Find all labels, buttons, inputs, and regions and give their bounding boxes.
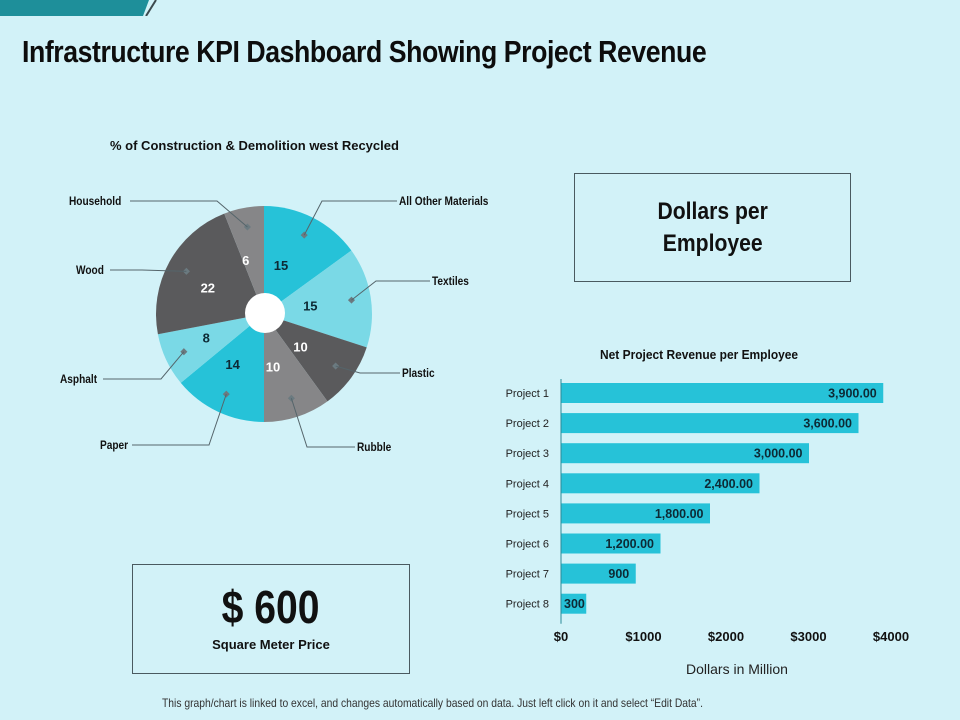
bar-chart-title: Net Project Revenue per Employee [600,347,799,362]
bar-data-label-project-4: 2,400.00 [704,477,753,491]
bar-project-8[interactable] [561,593,587,614]
square-meter-price-label: Square Meter Price [212,636,330,652]
bar-data-label-project-3: 3,000.00 [754,447,803,461]
bar-project-6[interactable] [561,533,661,554]
bar-project-3[interactable] [561,443,810,464]
pie-value-label-wood: 22 [201,281,215,296]
pie-slice-group-rubble[interactable]: 10 Rubble [264,314,391,454]
pie-slice-paper[interactable] [180,314,264,422]
bar-x-tick-label: $1000 [625,629,661,644]
pie-slice-all-other-materials[interactable] [264,206,352,314]
bar-group-project-7[interactable]: Project 7 900 [506,563,636,584]
pie-category-label-wood: Wood [76,264,104,277]
bar-x-tick-label: $0 [554,629,568,644]
banner-bar [0,0,149,16]
pie-leader-line-wood [110,269,187,272]
pie-category-label-textiles: Textiles [432,275,469,288]
pie-value-label-paper: 14 [225,357,240,372]
bar-chart-x-axis-label: Dollars in Million [686,661,788,677]
pie-slice-textiles[interactable] [264,250,373,348]
bar-project-4[interactable] [561,473,760,494]
pie-leader-line-rubble [290,398,355,448]
bar-project-5[interactable] [561,503,711,524]
pie-slice-group-asphalt[interactable]: 8 Asphalt [60,314,264,386]
bar-data-label-project-2: 3,600.00 [803,417,852,431]
pie-value-label-household: 6 [242,253,249,268]
pie-slice-wood[interactable] [156,213,264,335]
bar-project-1[interactable] [561,383,884,403]
square-meter-price-value: $ 600 [222,580,320,633]
bar-group-project-4[interactable]: Project 4 2,400.00 [506,473,760,494]
bar-group-project-1[interactable]: Project 1 3,900.00 [506,383,884,403]
pie-category-label-rubble: Rubble [357,441,391,454]
pie-leader-line-plastic [335,365,400,374]
pie-slice-group-paper[interactable]: 14 Paper [100,314,264,452]
bar-data-label-project-7: 900 [608,567,629,581]
bar-category-label-project-7: Project 7 [506,569,549,581]
pie-center-hole [245,293,285,333]
pie-slice-group-wood[interactable]: 22 Wood [76,213,264,335]
pie-value-label-all-other-materials: 15 [274,258,288,273]
bar-group-project-5[interactable]: Project 5 1,800.00 [506,503,711,524]
pie-slice-plastic[interactable] [264,314,367,402]
bar-group-project-8[interactable]: Project 8 300 [506,593,587,614]
pie-leader-line-household [130,200,248,228]
pie-leader-line-textiles [351,280,430,301]
bar-x-tick-label: $3000 [790,629,826,644]
pie-category-label-paper: Paper [100,439,129,452]
footer-note: This graph/chart is linked to excel, and… [162,696,703,710]
bar-project-2[interactable] [561,413,859,434]
pie-slice-group-all-other-materials[interactable]: 15 All Other Materials [264,195,488,314]
bar-group-project-6[interactable]: Project 6 1,200.00 [506,533,661,554]
pie-leader-line-paper [132,393,227,446]
bar-project-7[interactable] [561,563,636,584]
bar-data-label-project-5: 1,800.00 [655,507,704,521]
pie-value-label-asphalt: 8 [203,330,210,345]
pie-leader-line-all-other-materials [303,200,397,236]
header-banner-decoration [0,0,157,16]
pie-slice-household[interactable] [224,206,264,314]
pie-value-label-textiles: 15 [303,298,317,313]
dollars-per-employee-line1: Dollars per [657,197,768,225]
bar-x-tick-label: $2000 [708,629,744,644]
bar-category-label-project-2: Project 2 [506,418,549,430]
bar-data-label-project-6: 1,200.00 [605,537,654,551]
pie-slice-group-household[interactable]: 6 Household [69,195,264,314]
pie-value-label-plastic: 10 [293,339,307,354]
pie-slice-asphalt[interactable] [157,314,264,383]
pie-slice-group-textiles[interactable]: 15 Textiles [264,250,469,348]
pie-category-label-household: Household [69,195,121,208]
bar-category-label-project-5: Project 5 [506,508,549,520]
bar-category-label-project-4: Project 4 [506,478,549,490]
bar-group-project-3[interactable]: Project 3 3,000.00 [506,443,810,464]
bar-category-label-project-1: Project 1 [506,388,549,400]
bar-x-tick-label: $4000 [873,629,909,644]
pie-chart-title: % of Construction & Demolition west Recy… [110,138,399,153]
pie-category-label-plastic: Plastic [402,367,435,380]
bar-category-label-project-6: Project 6 [506,539,549,551]
pie-leader-line-asphalt [103,351,185,380]
banner-slash [145,0,157,16]
dollars-per-employee-card: Dollars per Employee [574,173,851,282]
pie-slice-group-plastic[interactable]: 10 Plastic [264,314,435,402]
bar-category-label-project-8: Project 8 [506,599,549,611]
square-meter-price-card: $ 600 Square Meter Price [132,564,410,674]
bar-data-label-project-1: 3,900.00 [828,387,877,401]
pie-category-label-asphalt: Asphalt [60,373,97,386]
pie-slice-rubble[interactable] [264,314,328,422]
bar-category-label-project-3: Project 3 [506,448,549,460]
pie-value-label-rubble: 10 [266,359,280,374]
bar-data-label-project-8: 300 [564,597,585,611]
dollars-per-employee-line2: Employee [662,229,763,257]
page-title: Infrastructure KPI Dashboard Showing Pro… [22,34,707,69]
pie-category-label-all-other-materials: All Other Materials [399,195,488,208]
bar-group-project-2[interactable]: Project 2 3,600.00 [506,413,859,434]
